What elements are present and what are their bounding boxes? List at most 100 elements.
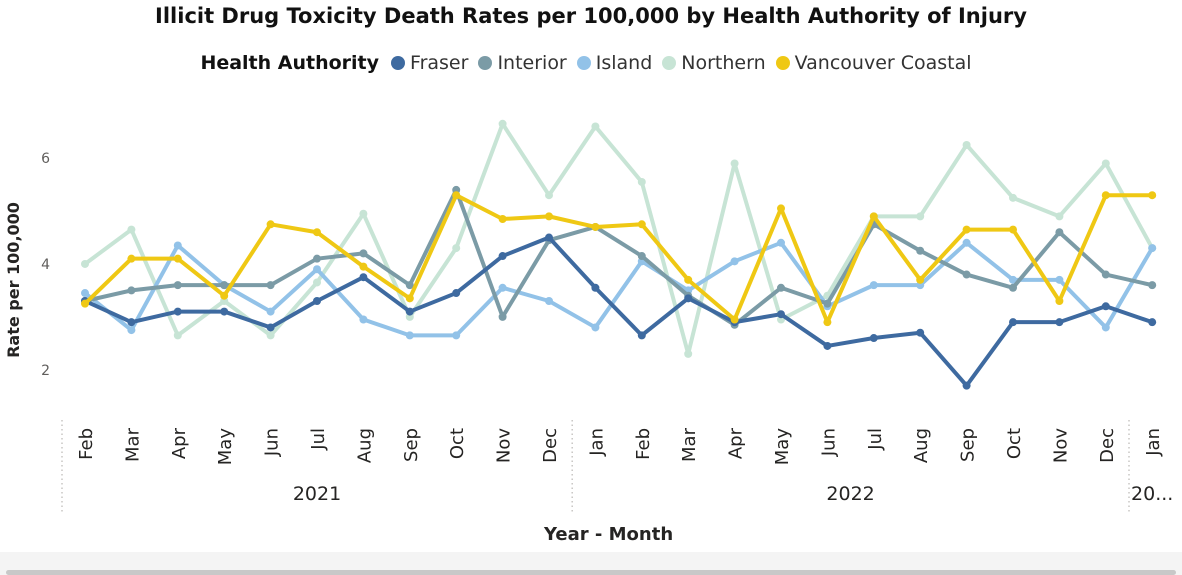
data-point-island [1055, 275, 1064, 284]
data-point-island [1101, 323, 1110, 332]
data-point-northern [730, 159, 739, 168]
legend-item-vancouver-coastal[interactable]: Vancouver Coastal [775, 52, 972, 74]
data-point-fraser [405, 307, 414, 316]
data-point-interior [359, 249, 368, 258]
legend-title: Health Authority [200, 52, 380, 74]
data-point-northern [1009, 193, 1017, 202]
data-point-interior [637, 252, 646, 261]
data-point-vancouver-coastal [266, 220, 275, 229]
x-tick-label: Mar [122, 427, 143, 462]
x-tick-label: Sep [958, 428, 979, 462]
x-tick-label: Jan [586, 428, 607, 457]
data-point-fraser [777, 310, 785, 319]
data-point-island [173, 241, 182, 250]
data-point-vancouver-coastal [173, 254, 182, 263]
data-point-vancouver-coastal [220, 291, 229, 300]
data-point-vancouver-coastal [359, 262, 368, 271]
data-point-vancouver-coastal [545, 212, 553, 221]
data-point-vancouver-coastal [313, 228, 321, 237]
x-tick-label: Dec [540, 428, 561, 463]
data-point-northern [359, 209, 368, 218]
data-point-vancouver-coastal [1009, 225, 1017, 234]
legend-marker [391, 56, 406, 70]
data-point-interior [823, 299, 832, 308]
data-point-fraser [127, 318, 136, 327]
legend-marker [775, 56, 790, 70]
data-point-interior [266, 281, 275, 290]
data-point-vancouver-coastal [869, 212, 878, 221]
data-point-vancouver-coastal [730, 315, 739, 324]
x-tick-label: Nov [494, 428, 515, 463]
data-point-vancouver-coastal [127, 254, 136, 263]
data-point-vancouver-coastal [591, 222, 600, 231]
data-point-northern [127, 225, 136, 234]
data-point-island [777, 238, 785, 247]
data-point-interior [173, 281, 182, 290]
data-point-fraser [173, 307, 182, 316]
data-point-vancouver-coastal [962, 225, 971, 234]
data-point-fraser [313, 296, 321, 305]
x-tick-label: Dec [1097, 428, 1118, 463]
data-point-fraser [684, 294, 693, 303]
data-point-vancouver-coastal [777, 204, 785, 213]
data-point-island [1009, 275, 1017, 284]
series-line-vancouver-coastal [83, 193, 1155, 325]
x-tick-label: May [215, 428, 236, 466]
x-tick-label: Jun [262, 428, 283, 457]
legend-label: Interior [497, 52, 567, 74]
data-point-vancouver-coastal [498, 215, 507, 224]
data-point-interior [498, 312, 507, 321]
data-point-island [452, 331, 461, 340]
y-tick-label: 2 [41, 363, 50, 379]
data-point-island [869, 281, 878, 290]
data-point-northern [266, 331, 275, 340]
series-line-northern [83, 121, 1155, 356]
data-point-vancouver-coastal [452, 191, 461, 200]
data-point-northern [916, 212, 925, 221]
x-tick-label: Oct [1004, 428, 1025, 459]
series-line-island [83, 240, 1155, 338]
line-chart: 2 4 6 Rate per 100,000 Feb Mar Apr May Jun Jul Aug… [4, 119, 1173, 545]
legend-item-interior[interactable]: Interior [478, 52, 567, 74]
data-point-northern [1101, 159, 1110, 168]
x-tick-label: Jun [818, 428, 839, 457]
data-point-interior [313, 254, 321, 263]
y-axis-title: Rate per 100,000 [4, 202, 23, 358]
legend-item-northern[interactable]: Northern [662, 52, 766, 74]
x-tick-label: May [772, 428, 793, 466]
data-point-northern [637, 177, 646, 186]
data-point-island [498, 283, 507, 292]
data-point-fraser [266, 323, 275, 332]
data-point-interior [1009, 283, 1017, 292]
data-point-fraser [869, 334, 878, 343]
series-line-fraser [83, 235, 1155, 388]
data-point-fraser [1148, 318, 1157, 327]
data-point-island [266, 307, 275, 316]
data-point-fraser [220, 307, 229, 316]
data-point-northern [81, 259, 89, 268]
x-tick-label: Jul [865, 428, 886, 451]
data-point-fraser [1055, 318, 1064, 327]
legend-label: Island [595, 52, 653, 74]
x-tick-label: Aug [911, 428, 932, 463]
data-point-interior [1148, 281, 1157, 290]
legend-item-island[interactable]: Island [576, 52, 653, 74]
x-tick-label: Sep [401, 428, 422, 462]
x-group-label: 2022 [826, 483, 874, 505]
x-tick-label: Oct [447, 428, 468, 459]
series-line-interior [83, 187, 1155, 327]
x-tick-label: Feb [633, 428, 654, 460]
data-point-island [545, 296, 553, 305]
data-point-fraser [823, 341, 832, 350]
horizontal-scrollbar[interactable] [6, 570, 1176, 575]
data-point-fraser [498, 252, 507, 261]
legend-item-fraser[interactable]: Fraser [391, 52, 468, 74]
data-point-island [962, 238, 971, 247]
x-tick-label: Aug [354, 428, 375, 463]
data-point-island [591, 323, 600, 332]
legend-marker [662, 56, 677, 70]
legend-marker [576, 56, 591, 70]
data-point-island [127, 326, 136, 335]
data-point-vancouver-coastal [637, 220, 646, 229]
data-point-fraser [1009, 318, 1017, 327]
